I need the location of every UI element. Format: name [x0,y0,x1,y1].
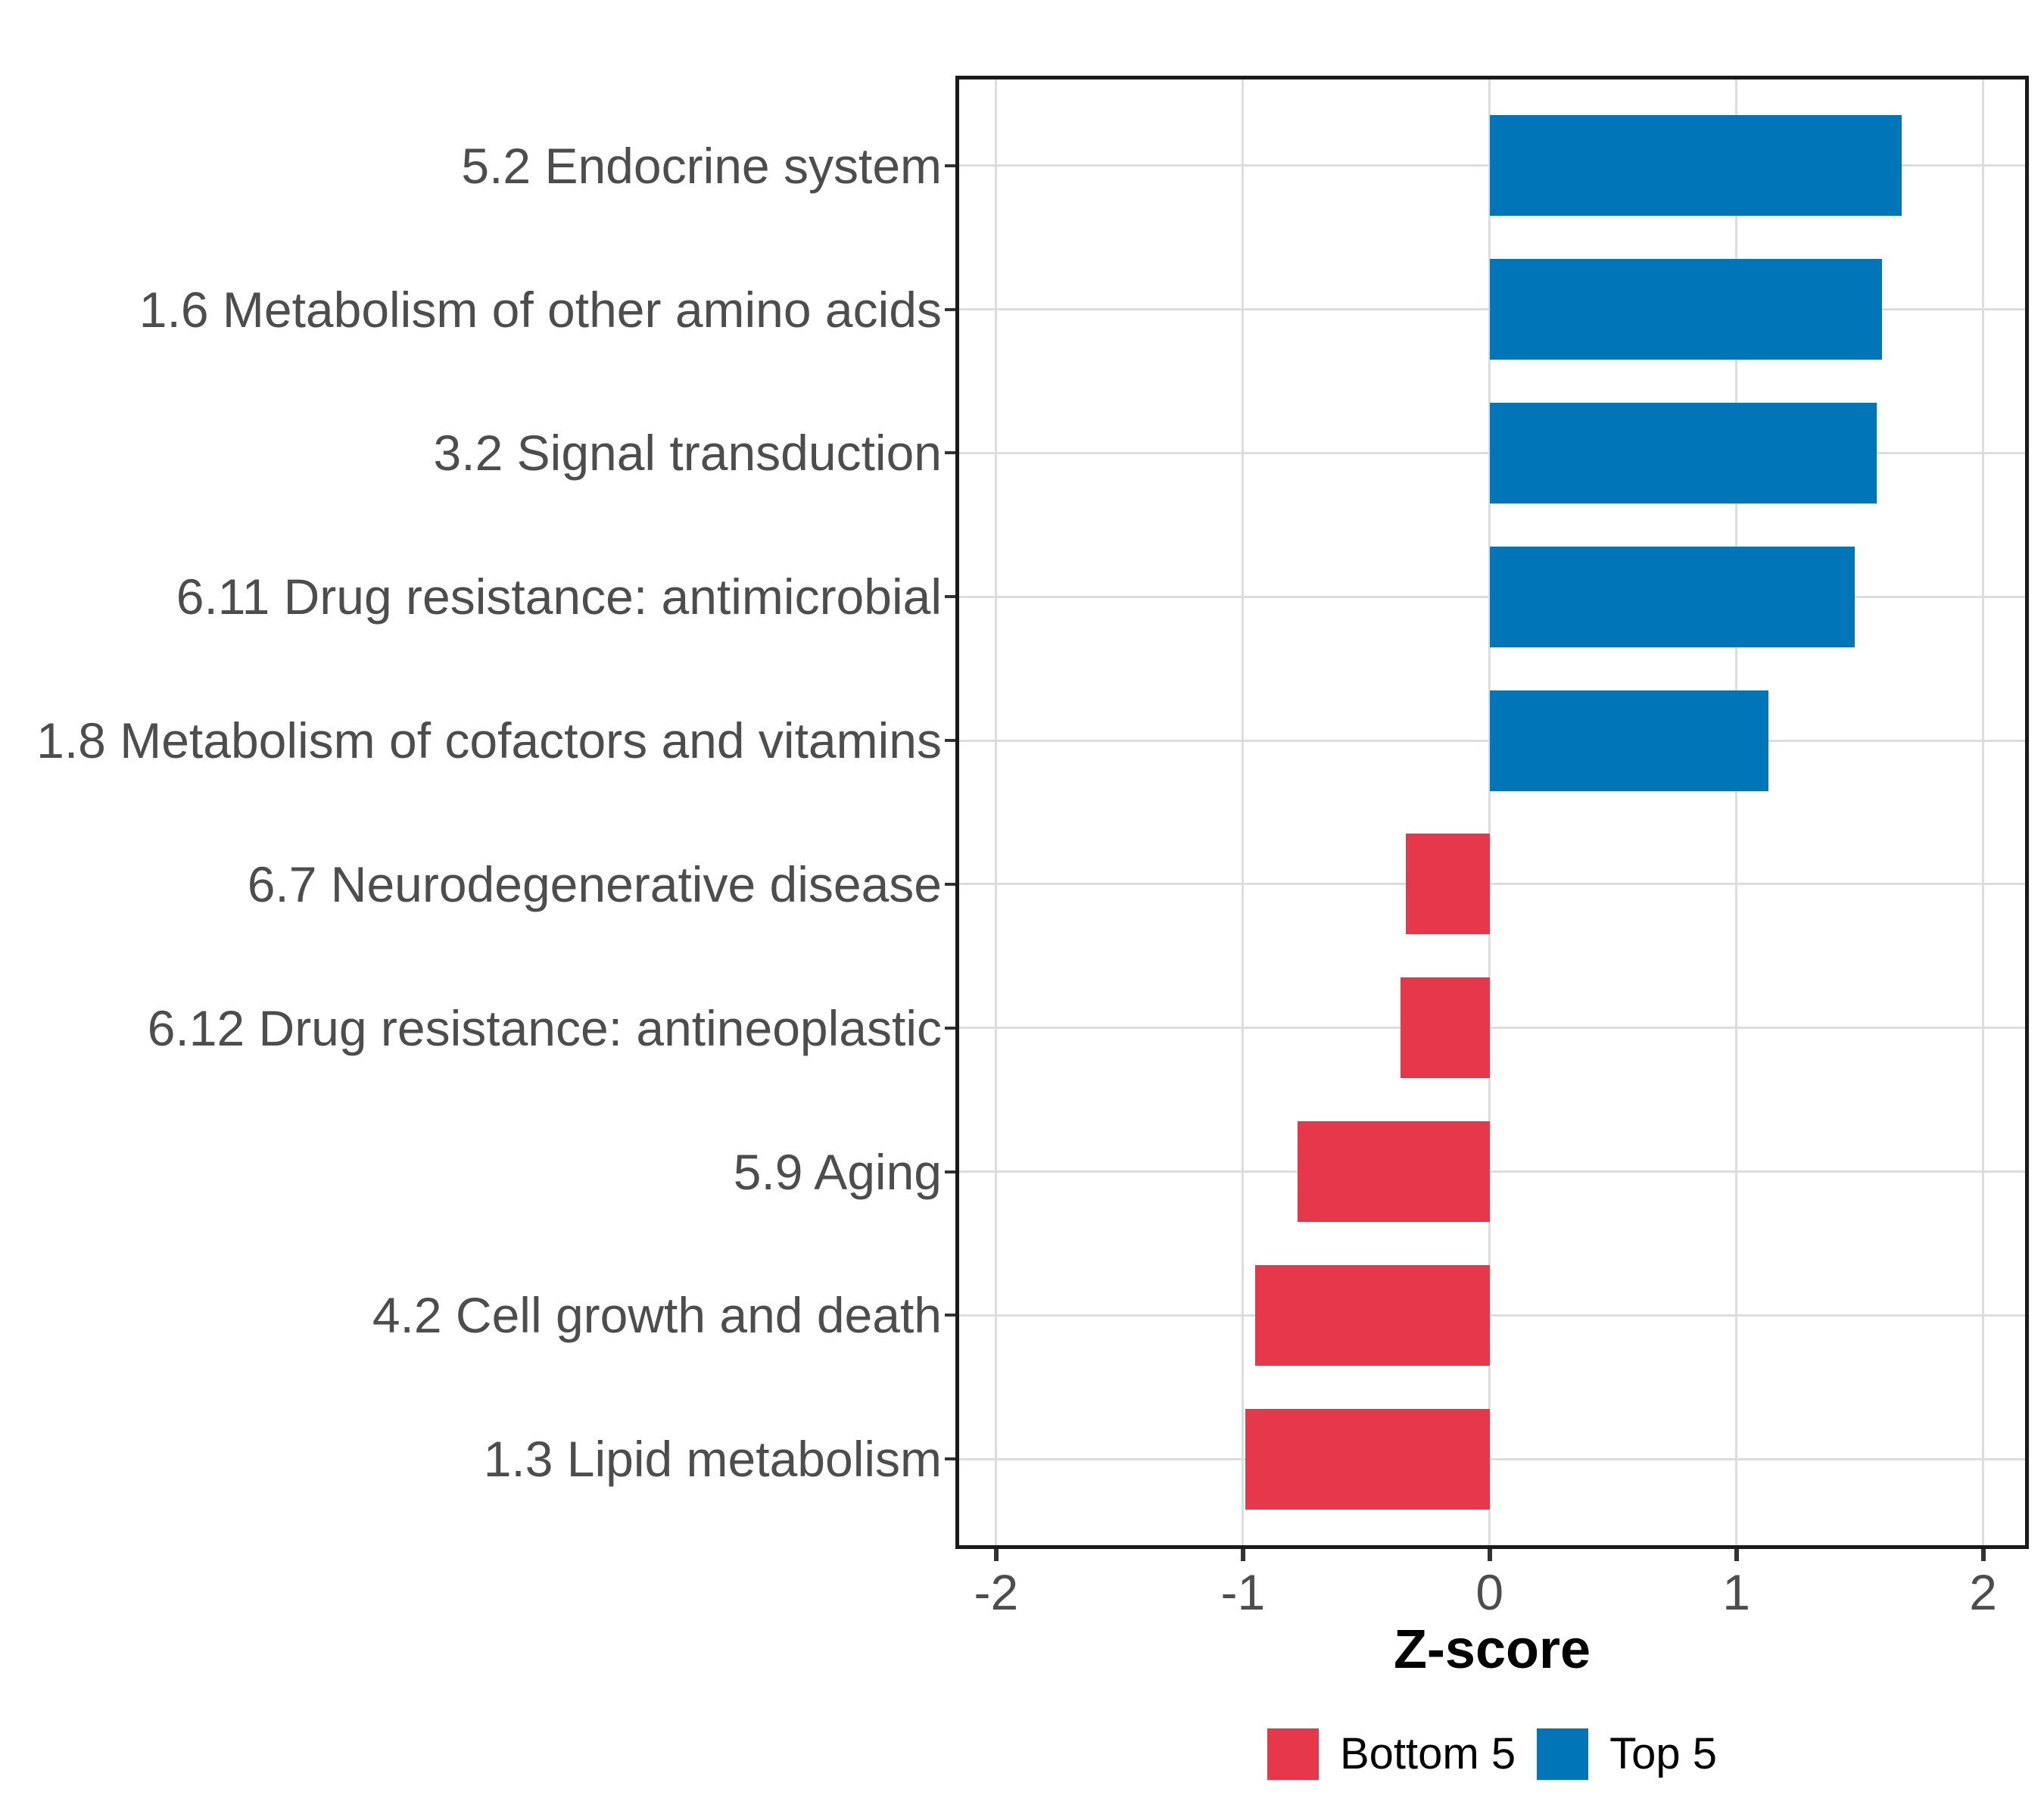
bar [1489,115,1902,217]
y-axis-label: 6.7 Neurodegenerative disease [247,856,942,912]
y-gridline [959,1457,2025,1460]
x-tick-label: 1 [1722,1564,1751,1620]
y-tick [945,1314,955,1317]
y-axis-label: 6.11 Drug resistance: antimicrobial [176,569,942,625]
x-tick [1734,1549,1739,1561]
y-axis-label: 6.12 Drug resistance: antineoplastic [147,999,942,1056]
y-axis-label: 3.2 Signal transduction [433,425,942,482]
legend-key-top-5-swatch [1537,1728,1589,1780]
y-tick [945,882,955,886]
y-gridline [959,1027,2025,1030]
plot-panel [955,76,2029,1549]
x-tick-label: -2 [974,1564,1019,1620]
y-tick [945,1170,955,1173]
x-tick-label: -1 [1220,1564,1266,1620]
x-tick [1240,1549,1245,1561]
x-tick [1980,1549,1986,1561]
bar [1489,690,1769,791]
bar [1405,834,1490,935]
x-gridline [1242,79,1245,1545]
y-tick [945,1457,955,1461]
x-tick [1487,1549,1492,1561]
y-axis-label: 1.6 Metabolism of other amino acids [139,281,942,338]
y-axis-label: 4.2 Cell growth and death [372,1287,942,1344]
bar [1489,403,1877,503]
bar [1489,546,1855,647]
bar [1489,259,1882,360]
legend-key-bottom-5-swatch [1267,1728,1319,1780]
bar [1401,977,1490,1079]
legend-label-top-5: Top 5 [1609,1729,1717,1778]
y-axis-label: 5.9 Aging [733,1143,942,1200]
x-gridline [1488,79,1491,1545]
y-gridline [959,883,2025,886]
y-axis-label: 1.8 Metabolism of cofactors and vitamins [36,712,942,769]
x-gridline [1982,79,1985,1545]
legend-label-bottom-5: Bottom 5 [1339,1729,1516,1778]
legend: Bottom 5 Top 5 [955,1728,2029,1781]
bar [1255,1264,1490,1366]
bar [1297,1121,1490,1222]
legend-item-bottom-5: Bottom 5 [1267,1728,1516,1780]
x-gridline [995,79,998,1545]
y-axis-label: 1.3 Lipid metabolism [483,1431,942,1488]
y-gridline [959,1170,2025,1173]
y-tick [945,1026,955,1030]
y-tick [945,307,955,311]
x-gridline [1735,79,1738,1545]
y-gridline [959,1314,2025,1317]
legend-item-top-5: Top 5 [1537,1728,1717,1780]
bar [1245,1408,1490,1510]
y-tick [945,164,955,167]
x-tick [993,1549,999,1561]
y-tick [945,451,955,455]
x-axis-title: Z-score [1393,1619,1591,1680]
x-tick-label: 2 [1969,1564,1997,1620]
y-tick [945,595,955,599]
y-tick [945,739,955,743]
x-tick-label: 0 [1475,1564,1504,1620]
y-axis-label: 5.2 Endocrine system [461,137,942,194]
